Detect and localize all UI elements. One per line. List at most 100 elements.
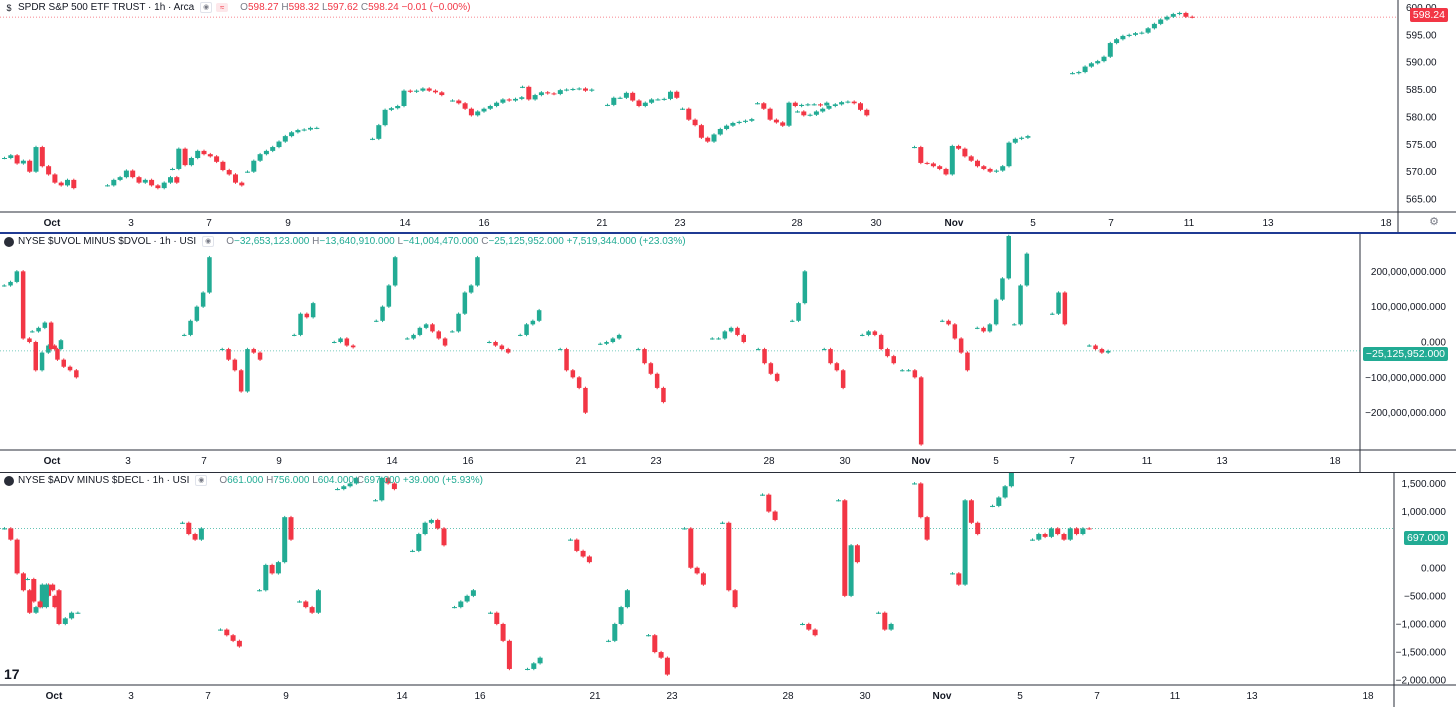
candle-body [182,334,187,336]
candle-body [282,136,288,142]
candle-body [487,106,493,109]
candle-body [407,90,413,92]
spy-candlestick-chart[interactable]: 600.00595.00590.00585.00580.00575.00570.… [0,0,1456,232]
candle-body [780,122,786,126]
candle-body [900,370,905,372]
candle-body [537,657,543,664]
candle-body [462,292,468,314]
candle-body [288,517,294,540]
candle-body [839,102,845,105]
candle-body [532,95,538,100]
candle-body [245,349,250,392]
spy-pane[interactable]: 600.00595.00590.00585.00580.00575.00570.… [0,0,1456,232]
candle-body [39,147,45,167]
candle-body [105,185,110,187]
candle-body [795,111,800,113]
candle-body [576,88,582,90]
candle-body [430,324,435,332]
y-tick-label: 590.00 [1406,58,1437,69]
candle-body [31,579,37,602]
x-tick-label: Oct [44,218,61,229]
uvol-pane[interactable]: 200,000,000.000 100,000,000.000 0.000 −100,… [0,234,1456,472]
candle-body [233,174,238,183]
candle-body [142,179,148,183]
candle-body [636,100,642,106]
x-tick-label: 13 [1262,218,1274,229]
candle-body [790,320,795,322]
x-tick-label: 9 [283,691,289,702]
adv-pane[interactable]: 1,500.0001,000.000500.0000.000−500.000−1… [0,473,1456,707]
candle-body [1070,73,1075,75]
candle-body [500,623,506,641]
compare-icon[interactable]: ≈ [216,3,229,12]
candle-body [864,109,870,116]
candle-body [33,147,39,172]
candle-body [201,150,207,155]
candle-body [423,324,429,328]
x-tick-label: 7 [1108,218,1114,229]
uvol-ohlc: O−32,653,123.000 H−13,640,910.000 L−41,0… [226,236,686,247]
candle-body [730,122,736,126]
candle-body [376,125,382,139]
candle-body [67,366,73,371]
pane-separator[interactable] [0,232,1456,234]
candle-body [71,179,77,189]
candle-body [975,522,981,535]
candle-body [450,331,455,333]
eye-icon[interactable]: ◉ [202,236,215,247]
candle-body [694,567,700,574]
candle-body [755,103,760,105]
candle-body [845,101,851,103]
candle-body [200,292,206,307]
candle-body [605,104,610,106]
candle-body [257,154,263,161]
eye-icon[interactable]: ◉ [195,475,208,486]
tradingview-logo[interactable]: 17 [4,666,20,682]
candle-body [245,171,250,173]
eye-icon[interactable]: ◉ [200,2,213,13]
candle-body [642,102,648,106]
candle-body [736,121,742,123]
pane-separator[interactable] [0,472,1456,473]
candle-body [538,92,544,96]
uvol-candlestick-chart[interactable]: 200,000,000.000 100,000,000.000 0.000 −100,… [0,234,1456,472]
candle-body [760,494,765,496]
candle-body [806,623,812,630]
x-tick-label: 30 [859,691,871,702]
candle-body [617,97,623,99]
candle-body [700,573,706,585]
candle-body [732,590,738,608]
candle-body [282,517,288,563]
candle-body [257,352,263,360]
uvol-title: NYSE $UVOL MINUS $DVOL · 1h · USI [18,236,197,247]
candle-body [111,179,117,186]
candle-body [257,590,262,592]
x-tick-label: 11 [1184,218,1195,229]
settings-icon[interactable]: ⚙ [1429,216,1439,228]
candle-body [1055,528,1061,535]
candle-body [14,155,20,164]
candle-body [1101,56,1107,62]
candle-body [812,629,818,636]
candle-body [475,257,480,286]
candle-body [188,320,193,335]
y-tick-label: −1,000.000 [1396,619,1447,630]
adv-candlestick-chart[interactable]: 1,500.0001,000.000500.0000.000−500.000−1… [0,473,1456,707]
candle-body [52,345,57,350]
candle-body [518,334,523,336]
candle-body [1126,34,1132,36]
candle-body [661,387,666,403]
spy-last-price-label: 598.24 [1409,8,1448,22]
candle-body [314,127,320,129]
candle-body [1030,539,1035,541]
candle-body [1177,12,1183,15]
candle-body [1024,253,1030,286]
candle-body [551,93,557,95]
candle-body [1139,32,1145,34]
candle-body [937,166,943,169]
candle-body [1099,349,1105,353]
candle-body [14,539,20,574]
y-tick-label: 1,500.000 [1402,479,1447,490]
candle-body [493,342,498,346]
candle-body [724,125,730,129]
